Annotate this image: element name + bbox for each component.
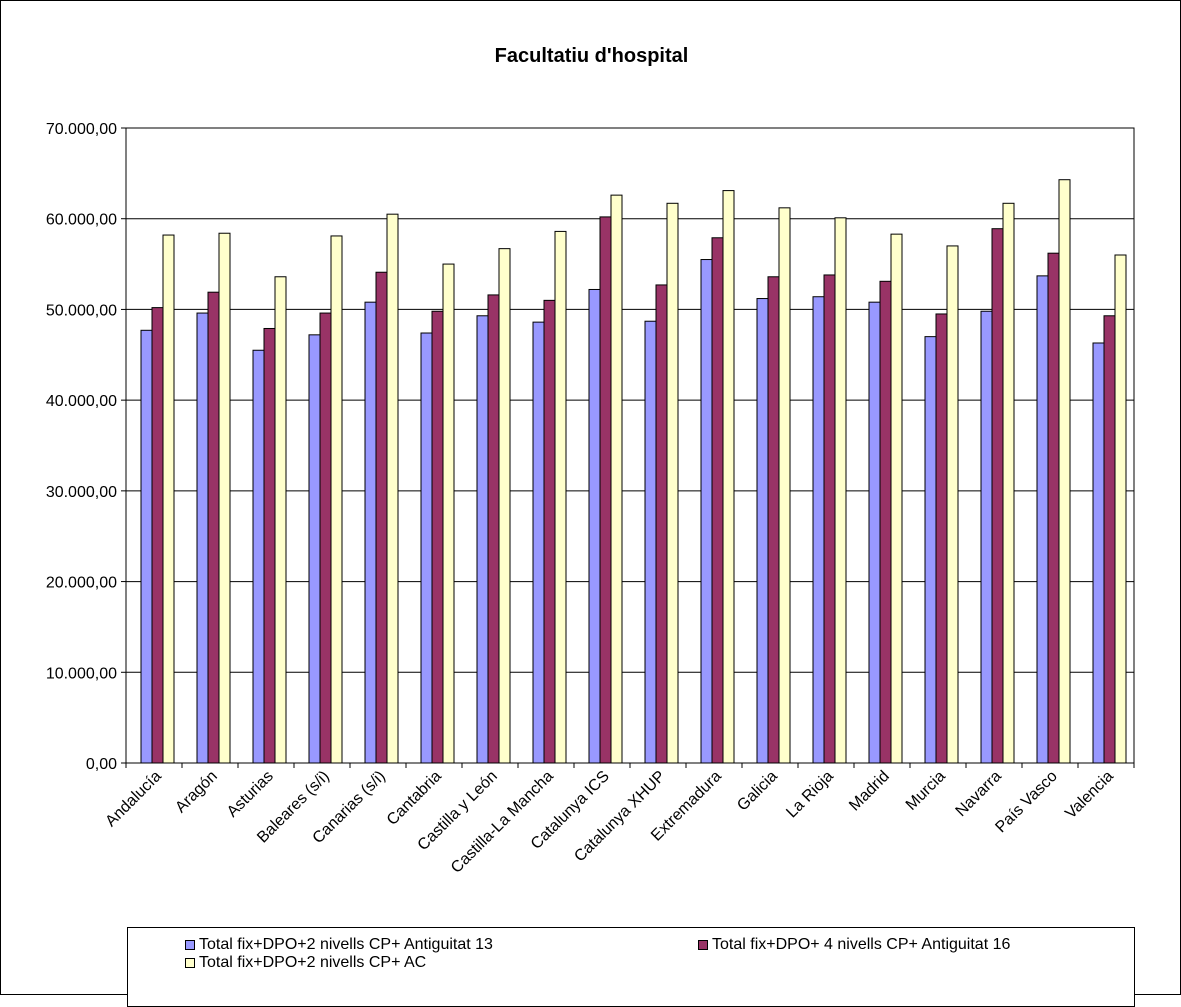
bar bbox=[140, 329, 153, 764]
legend-label-series-1: Total fix+DPO+2 nivells CP+ Antiguitat 1… bbox=[199, 936, 493, 953]
x-category-label: Andalucía bbox=[102, 768, 164, 830]
y-tick-label: 60.000,00 bbox=[46, 212, 117, 229]
bar bbox=[700, 259, 713, 764]
bar bbox=[1114, 254, 1127, 764]
y-tick-label: 30.000,00 bbox=[46, 484, 117, 501]
bar bbox=[431, 310, 444, 764]
y-tick-label: 70.000,00 bbox=[46, 121, 117, 138]
x-category-label: La Rioja bbox=[783, 768, 837, 822]
legend-swatch-series-1 bbox=[185, 940, 195, 950]
bar bbox=[207, 291, 220, 764]
bar bbox=[196, 312, 209, 764]
bar bbox=[722, 190, 735, 764]
axes bbox=[121, 127, 1135, 768]
bar bbox=[330, 235, 343, 764]
x-category-label: Navarra bbox=[953, 768, 1005, 820]
chart-title: Facultatiu d'hospital bbox=[494, 45, 689, 67]
x-category-label: Murcia bbox=[903, 768, 949, 814]
y-tick-label: 10.000,00 bbox=[46, 665, 117, 682]
bar bbox=[543, 299, 556, 764]
bar bbox=[946, 245, 959, 764]
x-category-label: Castilla-La Mancha bbox=[448, 768, 557, 877]
bar bbox=[834, 217, 847, 764]
bar bbox=[879, 280, 892, 764]
bar bbox=[487, 294, 500, 764]
bar bbox=[162, 234, 175, 764]
bar bbox=[532, 321, 545, 764]
bar bbox=[1002, 202, 1015, 764]
bar bbox=[991, 228, 1004, 764]
bar bbox=[1047, 252, 1060, 764]
bar bbox=[980, 310, 993, 764]
bar bbox=[308, 334, 321, 764]
x-category-label: Asturias bbox=[224, 768, 277, 821]
bar bbox=[756, 298, 769, 764]
bar bbox=[319, 312, 332, 764]
bar bbox=[554, 230, 567, 764]
bar bbox=[364, 301, 377, 764]
bar bbox=[823, 274, 836, 764]
bar bbox=[890, 233, 903, 764]
bar bbox=[386, 213, 399, 764]
legend: Total fix+DPO+2 nivells CP+ Antiguitat 1… bbox=[127, 927, 1135, 1007]
bar bbox=[655, 284, 668, 764]
bar bbox=[588, 288, 601, 764]
bar bbox=[274, 276, 287, 764]
bar bbox=[252, 349, 265, 764]
bar bbox=[263, 327, 276, 764]
y-tick-label: 20.000,00 bbox=[46, 575, 117, 592]
bar bbox=[1058, 179, 1071, 764]
bar bbox=[375, 271, 388, 764]
bar bbox=[218, 232, 231, 764]
bar bbox=[610, 194, 623, 764]
bars bbox=[140, 179, 1127, 764]
bar bbox=[498, 248, 511, 764]
bar bbox=[868, 301, 881, 764]
bar bbox=[935, 313, 948, 764]
legend-item-series-1: Total fix+DPO+2 nivells CP+ Antiguitat 1… bbox=[185, 936, 493, 954]
bar bbox=[767, 276, 780, 764]
legend-swatch-series-3 bbox=[185, 958, 195, 968]
bar bbox=[778, 207, 791, 764]
legend-item-series-3: Total fix+DPO+2 nivells CP+ AC bbox=[185, 954, 426, 972]
x-category-label: Madrid bbox=[846, 768, 893, 815]
bar bbox=[420, 332, 433, 764]
y-tick-label: 40.000,00 bbox=[46, 393, 117, 410]
bar bbox=[644, 320, 657, 764]
y-tick-label: 0,00 bbox=[86, 756, 117, 773]
legend-label-series-3: Total fix+DPO+2 nivells CP+ AC bbox=[199, 954, 427, 971]
x-category-label: Galicia bbox=[734, 768, 781, 815]
legend-item-series-2: Total fix+DPO+ 4 nivells CP+ Antiguitat … bbox=[698, 936, 1010, 954]
bar bbox=[924, 336, 937, 764]
y-tick-label: 50.000,00 bbox=[46, 302, 117, 319]
bar bbox=[1103, 315, 1116, 764]
bar bbox=[151, 307, 164, 764]
bar bbox=[442, 263, 455, 764]
bar bbox=[476, 315, 489, 764]
legend-label-series-2: Total fix+DPO+ 4 nivells CP+ Antiguitat … bbox=[712, 936, 1011, 953]
bar bbox=[711, 237, 724, 764]
bar bbox=[812, 296, 825, 764]
bar bbox=[1092, 342, 1105, 764]
bar bbox=[666, 202, 679, 764]
bar bbox=[599, 216, 612, 764]
x-category-label: Aragón bbox=[172, 768, 221, 817]
x-category-label: Valencia bbox=[1062, 768, 1117, 823]
bar bbox=[1036, 275, 1049, 764]
legend-swatch-series-2 bbox=[698, 940, 708, 950]
